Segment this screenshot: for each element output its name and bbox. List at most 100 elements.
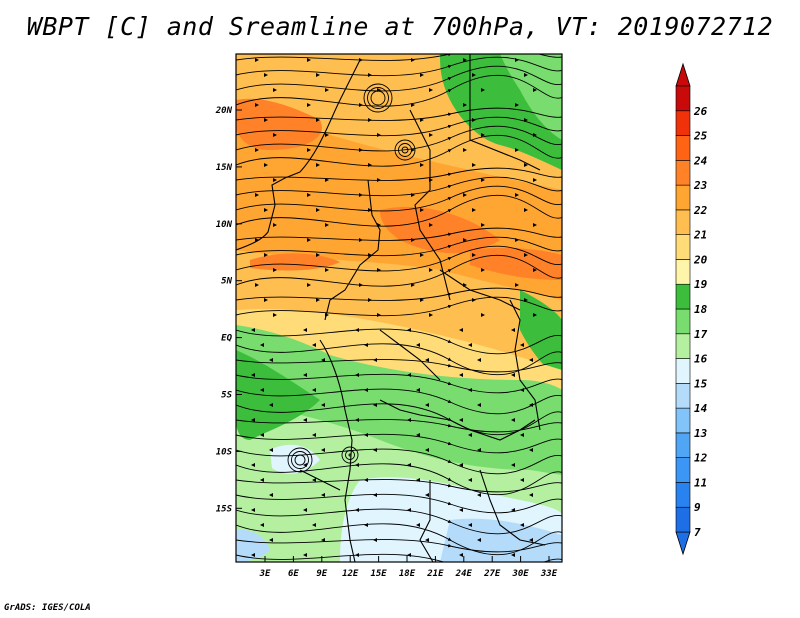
streamline-arrow bbox=[359, 103, 363, 107]
streamline-arrow bbox=[416, 433, 420, 437]
streamline-arrow bbox=[524, 208, 528, 212]
streamline-arrow bbox=[472, 73, 476, 77]
streamline-arrow bbox=[511, 373, 515, 377]
streamline-arrow bbox=[429, 223, 433, 227]
streamline-arrow bbox=[416, 388, 420, 392]
streamline-arrow bbox=[264, 163, 268, 167]
streamline-arrow bbox=[420, 73, 424, 77]
colorbar-swatch bbox=[675, 135, 691, 161]
streamline-arrow bbox=[316, 253, 320, 257]
streamline-arrow bbox=[312, 478, 316, 482]
streamline-arrow bbox=[312, 433, 316, 437]
streamline-arrow bbox=[529, 358, 533, 362]
lat-tick-label: 5N bbox=[221, 277, 232, 287]
streamline-arrow bbox=[325, 133, 329, 137]
streamline-arrow bbox=[325, 178, 329, 182]
streamline-arrow bbox=[472, 163, 476, 167]
streamline-arrow bbox=[463, 238, 467, 242]
streamline-arrow bbox=[511, 328, 515, 332]
streamline bbox=[236, 373, 562, 394]
streamline-arrow bbox=[407, 553, 411, 557]
streamline-arrow bbox=[368, 118, 372, 122]
streamline-arrow bbox=[325, 268, 329, 272]
streamline bbox=[236, 539, 562, 553]
colorbar-swatch bbox=[675, 358, 691, 384]
streamline bbox=[236, 523, 562, 555]
lat-tick-label: EQ bbox=[221, 334, 232, 344]
streamline-arrow bbox=[273, 133, 277, 137]
streamline bbox=[236, 463, 562, 495]
streamline-arrow bbox=[429, 268, 433, 272]
streamline-arrow bbox=[368, 253, 372, 257]
streamline-arrow bbox=[359, 193, 363, 197]
streamline-arrow bbox=[420, 118, 424, 122]
streamline-arrow bbox=[459, 328, 463, 332]
streamline-arrow bbox=[411, 193, 415, 197]
streamline-arrow bbox=[533, 178, 537, 182]
colorbar-swatch bbox=[675, 234, 691, 260]
streamline-arrow bbox=[459, 463, 463, 467]
streamline-arrow bbox=[477, 493, 481, 497]
lon-tick-label: 24E bbox=[455, 569, 473, 579]
streamline-arrow bbox=[377, 313, 381, 317]
colorbar-label: 13 bbox=[694, 427, 708, 440]
streamline-arrow bbox=[260, 478, 264, 482]
streamline-arrow bbox=[477, 358, 481, 362]
streamline-arrow bbox=[368, 208, 372, 212]
streamline-arrow bbox=[477, 448, 481, 452]
lat-axis: 20N 15N 10N 5N EQ 5S 10S 15S bbox=[215, 106, 242, 514]
streamline bbox=[236, 493, 562, 514]
streamline-arrow bbox=[416, 523, 420, 527]
streamline-arrow bbox=[468, 523, 472, 527]
map-frame bbox=[235, 53, 563, 563]
streamline-arrow bbox=[303, 553, 307, 557]
map-panel bbox=[236, 54, 562, 562]
streamline-arrow bbox=[477, 538, 481, 542]
colorbar-label: 19 bbox=[694, 278, 708, 291]
streamline bbox=[236, 359, 562, 373]
field-band-23-central bbox=[380, 206, 500, 254]
streamline-arrow bbox=[251, 553, 255, 557]
lon-tick-label: 3E bbox=[259, 569, 271, 579]
streamline-arrow bbox=[321, 493, 325, 497]
streamline-arrow bbox=[264, 118, 268, 122]
streamline-arrow bbox=[429, 313, 433, 317]
streamline-arrow bbox=[533, 88, 537, 92]
streamline-arrow bbox=[407, 463, 411, 467]
streamline bbox=[236, 245, 562, 272]
streamline-arrow bbox=[511, 463, 515, 467]
colorbar-swatch bbox=[675, 432, 691, 458]
streamline-arrow bbox=[321, 448, 325, 452]
streamline-arrow bbox=[411, 283, 415, 287]
streamline-arrow bbox=[520, 523, 524, 527]
streamline bbox=[236, 296, 562, 317]
streamline-arrow bbox=[321, 403, 325, 407]
streamline-vortex bbox=[363, 83, 393, 113]
streamline-arrow bbox=[273, 178, 277, 182]
streamline-arrow bbox=[368, 73, 372, 77]
streamline bbox=[236, 227, 562, 241]
streamline-vortex bbox=[401, 146, 409, 154]
streamline-arrow bbox=[255, 58, 259, 62]
streamline bbox=[236, 167, 562, 181]
streamline-arrow bbox=[321, 538, 325, 542]
streamline bbox=[236, 403, 562, 435]
streamline-arrow bbox=[468, 433, 472, 437]
streamline-arrow bbox=[373, 493, 377, 497]
streamline bbox=[236, 135, 562, 167]
streamline bbox=[236, 419, 562, 433]
lat-tick-label: 20N bbox=[215, 106, 233, 116]
streamline-arrow bbox=[529, 403, 533, 407]
streamline-vortex bbox=[345, 450, 355, 460]
streamline-arrow bbox=[515, 103, 519, 107]
streamline bbox=[236, 107, 562, 121]
streamline-arrow bbox=[481, 133, 485, 137]
streamline-arrow bbox=[269, 493, 273, 497]
streamline-arrow bbox=[515, 238, 519, 242]
streamline-arrow bbox=[472, 208, 476, 212]
streamline-arrow bbox=[463, 58, 467, 62]
streamline-arrow bbox=[520, 433, 524, 437]
colorbar-label: 24 bbox=[693, 154, 708, 167]
streamline-arrow bbox=[273, 88, 277, 92]
colorbar-top-arrow bbox=[675, 62, 691, 87]
